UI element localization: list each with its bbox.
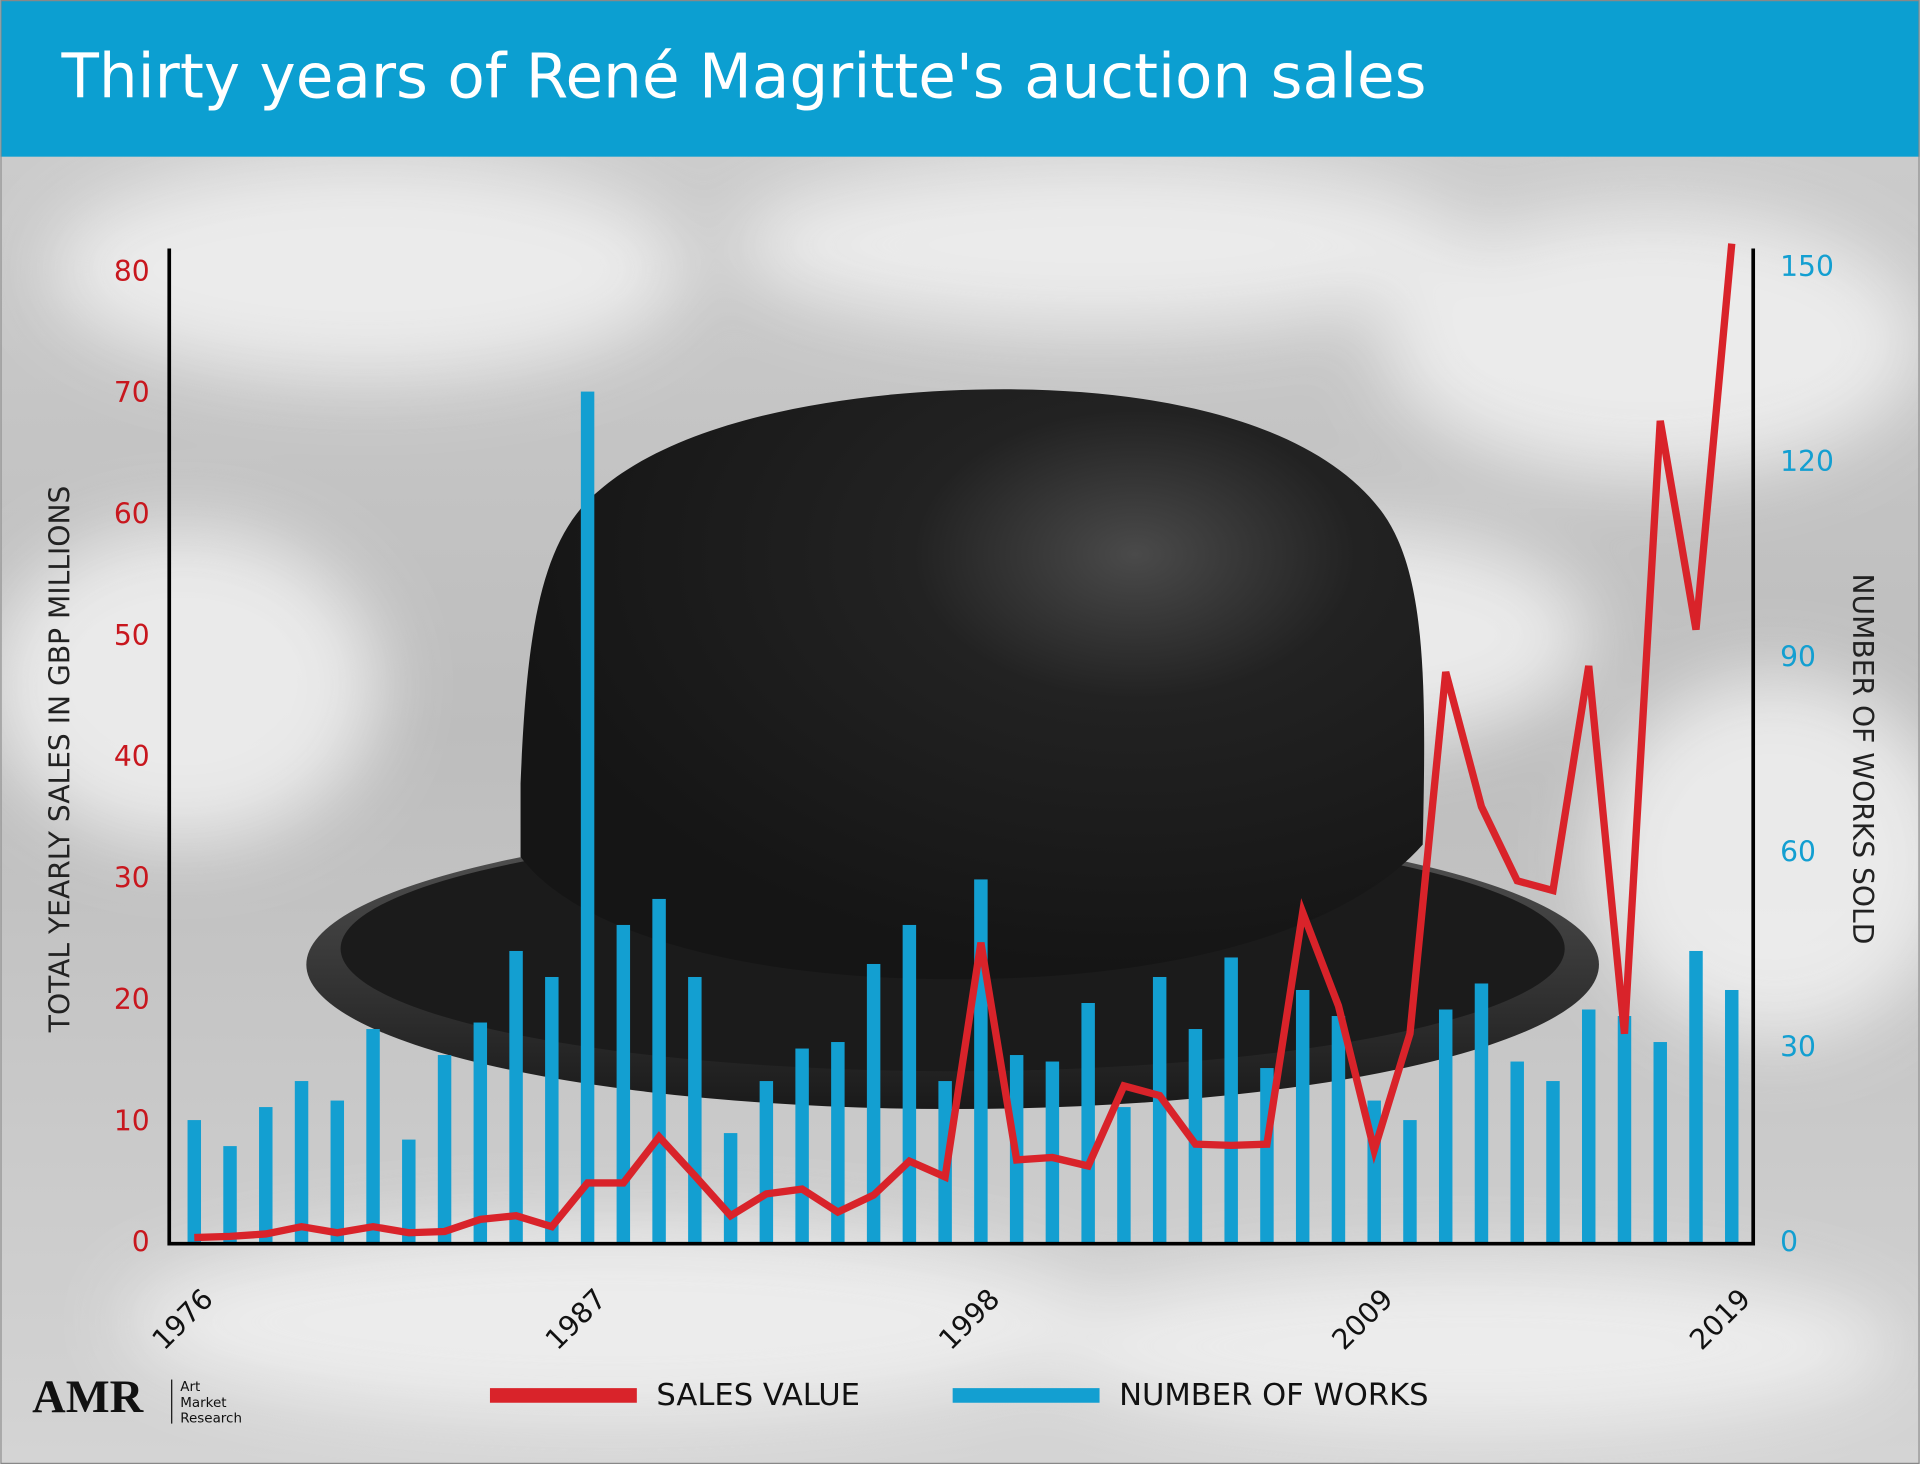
bar: [402, 1139, 416, 1244]
bar: [795, 1048, 809, 1244]
legend-label: NUMBER OF WORKS: [1119, 1378, 1428, 1413]
bar: [902, 924, 917, 1244]
bar: [545, 976, 559, 1244]
y-tick-label: 20: [114, 983, 150, 1016]
bar: [580, 391, 595, 1244]
bar: [1689, 950, 1703, 1244]
y-tick-label: 40: [114, 740, 150, 773]
bar: [473, 1022, 488, 1244]
bar: [223, 1146, 237, 1244]
bar: [652, 898, 666, 1244]
y2-tick-label: 60: [1780, 835, 1816, 868]
bar: [1581, 1009, 1596, 1244]
bar: [1403, 1120, 1417, 1244]
bar: [1188, 1029, 1203, 1244]
bar: [1295, 989, 1310, 1244]
bar: [866, 963, 881, 1244]
logo-mark: AMR: [32, 1372, 143, 1423]
y2-tick-label: 120: [1780, 445, 1834, 478]
bar: [723, 1133, 738, 1244]
y-tick-label: 10: [114, 1104, 150, 1137]
y2-tick-label: 30: [1780, 1031, 1816, 1064]
bar: [974, 879, 988, 1244]
bar: [437, 1055, 452, 1244]
y2-tick-label: 0: [1780, 1226, 1798, 1259]
bar: [688, 976, 702, 1244]
logo-text: Market: [180, 1396, 226, 1411]
bar: [366, 1029, 380, 1244]
bar: [831, 1042, 845, 1244]
bar: [187, 1120, 202, 1244]
logo-text: Art: [180, 1380, 200, 1395]
logo: AMR Art Market Research: [32, 1372, 242, 1426]
y-axis-title: TOTAL YEARLY SALES IN GBP MILLIONS: [44, 486, 77, 1034]
bar: [259, 1107, 273, 1244]
bar: [759, 1081, 774, 1244]
header-band: [0, 0, 1920, 157]
bar: [1546, 1081, 1560, 1244]
bar: [1474, 983, 1489, 1244]
line: [194, 243, 1736, 1242]
y2-tick-label: 90: [1780, 640, 1816, 673]
bar: [1617, 1016, 1632, 1244]
bar: [1725, 989, 1739, 1244]
bar: [1653, 1042, 1667, 1244]
bar: [330, 1100, 345, 1244]
bar: [1152, 976, 1167, 1244]
chart-title: Thirty years of René Magritte's auction …: [61, 41, 1427, 112]
bar: [1510, 1061, 1524, 1244]
y2-tick-label: 150: [1780, 250, 1834, 283]
y-tick-label: 70: [114, 376, 150, 409]
bar: [1117, 1107, 1131, 1244]
bar: [1438, 1009, 1453, 1244]
bar: [1045, 1061, 1060, 1244]
bar: [294, 1081, 309, 1244]
bar: [1224, 957, 1238, 1244]
y-tick-label: 60: [114, 497, 150, 530]
bar: [616, 924, 631, 1244]
legend-label: SALES VALUE: [656, 1378, 860, 1413]
y-tick-label: 50: [114, 619, 150, 652]
y-tick-label: 80: [114, 255, 150, 288]
y-tick-label: 0: [132, 1226, 150, 1259]
bar: [1331, 1016, 1346, 1244]
bar: [1081, 1003, 1095, 1244]
bar: [509, 950, 523, 1244]
y-tick-label: 30: [114, 862, 150, 895]
logo-text: Research: [180, 1412, 242, 1427]
y2-axis-title: NUMBER OF WORKS SOLD: [1846, 573, 1879, 944]
